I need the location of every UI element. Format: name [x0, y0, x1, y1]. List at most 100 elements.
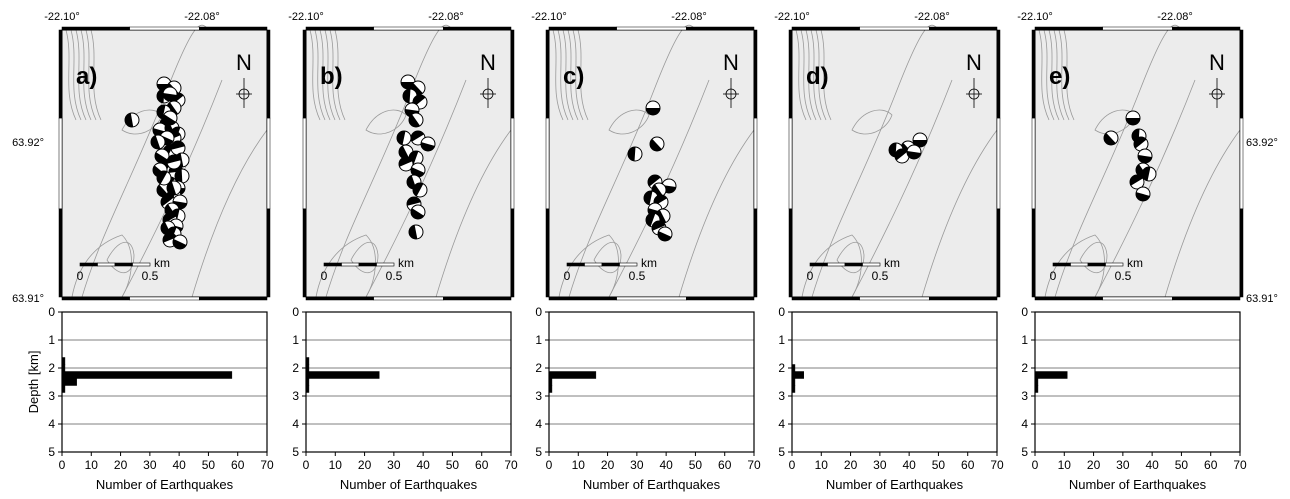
x-tick-label: 60 [1204, 458, 1218, 472]
y-tick-label: 1 [535, 333, 542, 347]
x-tick-label: 70 [260, 458, 274, 472]
frame-bar-left [303, 209, 306, 297]
x-tick-label: 0 [303, 458, 310, 472]
scalebar-label: 0.5 [1115, 269, 1132, 283]
lon-tick-label: -22.08° [914, 11, 950, 23]
lon-tick-label: -22.10° [288, 11, 324, 23]
frame-bar-left [789, 209, 792, 297]
frame-bar-bottom [62, 297, 130, 300]
scalebar-label: 0 [807, 269, 814, 283]
x-tick-label: 40 [172, 458, 186, 472]
x-tick-label: 30 [387, 458, 401, 472]
panel-label: d) [806, 63, 829, 90]
frame-bar-top [1172, 27, 1240, 30]
histogram-frame [1035, 312, 1240, 452]
x-tick-label: 30 [143, 458, 157, 472]
y-axis-label: Depth [km] [26, 351, 41, 414]
y-tick-label: 1 [778, 333, 785, 347]
panel-label: a) [76, 63, 97, 90]
frame-bar-right [754, 30, 757, 118]
y-tick-label: 2 [48, 361, 55, 375]
frame-bar-right [511, 30, 514, 118]
frame-bar-right [267, 30, 270, 118]
lat-tick-label: 63.91° [12, 293, 44, 305]
frame-bar-left [303, 30, 306, 118]
depth-histogram-e: 0123450 10 20 30 40 50 60 70Number of Earthquak… [1021, 305, 1247, 492]
frame-bar-right [754, 118, 757, 209]
frame-bar-top [1035, 27, 1103, 30]
scalebar-segment [602, 263, 620, 266]
frame-bar-bottom [549, 297, 617, 300]
x-tick-label: 60 [718, 458, 732, 472]
scalebar-segment [115, 263, 133, 266]
north-label: N [236, 50, 252, 75]
frame-bar-right [997, 30, 1000, 118]
y-tick-label: 4 [778, 417, 785, 431]
x-tick-label: 30 [873, 458, 887, 472]
scalebar-segment [810, 263, 828, 266]
x-tick-label: 20 [114, 458, 128, 472]
scalebar-label: 0 [1050, 269, 1057, 283]
scalebar-unit: km [641, 256, 657, 270]
frame-bar-right [511, 209, 514, 297]
lat-tick-label: 63.92° [1246, 137, 1278, 149]
y-tick-label: 4 [1021, 417, 1028, 431]
scalebar-label: 0.5 [629, 269, 646, 283]
y-tick-label: 1 [48, 333, 55, 347]
frame-bar-left [1032, 118, 1035, 209]
frame-bar-right [754, 209, 757, 297]
x-tick-label: 50 [689, 458, 703, 472]
beachball-icon [409, 225, 423, 239]
x-axis-label: Number of Earthquakes [96, 477, 234, 492]
histogram-bar [62, 372, 232, 379]
beachball-icon [163, 87, 177, 101]
scalebar-segment [863, 263, 881, 266]
scalebar-segment [1071, 263, 1089, 266]
x-tick-label: 20 [601, 458, 615, 472]
x-tick-label: 50 [1175, 458, 1189, 472]
y-tick-label: 0 [535, 305, 542, 319]
x-tick-label: 50 [202, 458, 216, 472]
frame-bar-top [860, 27, 930, 30]
north-label: N [1209, 50, 1225, 75]
y-tick-label: 2 [292, 361, 299, 375]
frame-bar-bottom [792, 297, 860, 300]
y-tick-label: 5 [778, 445, 785, 459]
lon-tick-label: -22.10° [774, 11, 810, 23]
beachball-icon [907, 145, 921, 159]
histogram-frame [549, 312, 754, 452]
x-tick-label: 40 [659, 458, 673, 472]
frame-bar-left [303, 118, 306, 209]
frame-bar-top [62, 27, 130, 30]
histogram-bar [306, 372, 379, 379]
frame-bar-left [546, 118, 549, 209]
map-panel-c: -22.10° -22.08°c)Nkm0 0.5 [531, 11, 757, 300]
frame-bar-left [789, 118, 792, 209]
beachball-icon [151, 135, 165, 149]
map-panel-e: -22.10° -22.08°e)Nkm0 0.5 [1017, 11, 1243, 300]
y-tick-label: 0 [48, 305, 55, 319]
y-tick-label: 0 [292, 305, 299, 319]
scalebar-label: 0 [321, 269, 328, 283]
x-tick-label: 20 [1087, 458, 1101, 472]
depth-histogram-a: 0123450 10 20 30 40 50 60 70Number of Earthquak… [26, 305, 274, 492]
histogram-bar [62, 379, 77, 386]
frame-bar-top [929, 27, 997, 30]
y-tick-label: 4 [535, 417, 542, 431]
histogram-frame [306, 312, 511, 452]
frame-bar-right [997, 118, 1000, 209]
histogram-frame [62, 312, 267, 452]
beachball-icon [650, 137, 664, 151]
x-tick-label: 70 [504, 458, 518, 472]
y-tick-label: 0 [778, 305, 785, 319]
lon-tick-label: -22.08° [428, 11, 464, 23]
x-tick-label: 50 [932, 458, 946, 472]
x-tick-label: 60 [231, 458, 245, 472]
frame-bar-right [267, 118, 270, 209]
x-tick-label: 40 [416, 458, 430, 472]
panel-label: c) [563, 63, 584, 90]
north-label: N [723, 50, 739, 75]
frame-bar-top [792, 27, 860, 30]
frame-bar-right [267, 209, 270, 297]
